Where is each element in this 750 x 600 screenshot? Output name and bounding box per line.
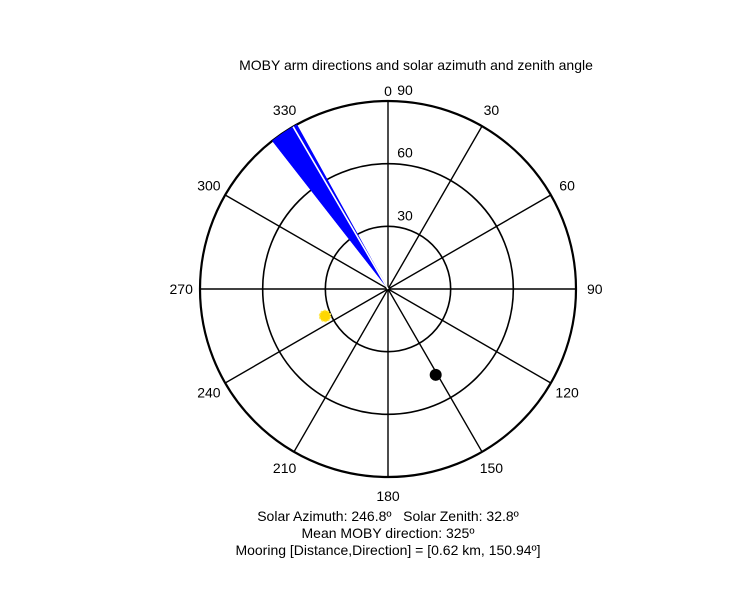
angle-label-240: 240 [197, 384, 221, 400]
angle-label-0: 0 [384, 83, 392, 99]
mooring-caption: Mooring [Distance,Direction] = [0.62 km,… [235, 542, 541, 558]
moby-arm-wedge [271, 124, 389, 290]
angle-label-210: 210 [273, 460, 297, 476]
radius-label-90: 90 [397, 82, 413, 98]
angle-label-270: 270 [170, 281, 194, 297]
mooring-point [429, 368, 442, 381]
angle-label-150: 150 [480, 460, 504, 476]
angle-label-120: 120 [555, 384, 579, 400]
angle-label-330: 330 [273, 102, 297, 118]
angle-label-30: 30 [484, 102, 500, 118]
angle-label-180: 180 [376, 488, 400, 504]
angle-label-300: 300 [197, 178, 221, 194]
data-marks [271, 124, 442, 381]
moby-direction-caption: Mean MOBY direction: 325º [301, 525, 475, 541]
sun-point [318, 309, 332, 323]
moby-arm-gap-0 [292, 126, 389, 290]
chart-title: MOBY arm directions and solar azimuth an… [239, 57, 593, 73]
radius-label-30: 30 [397, 207, 413, 223]
tick-labels: 0 30 60 90 120 150 180 210 240 270 300 330 30 60 90 [170, 82, 603, 504]
angle-label-60: 60 [559, 178, 575, 194]
radius-label-60: 60 [397, 145, 413, 161]
solar-caption: Solar Azimuth: 246.8º Solar Zenith: 32.8… [257, 508, 519, 524]
angle-label-90: 90 [587, 281, 603, 297]
